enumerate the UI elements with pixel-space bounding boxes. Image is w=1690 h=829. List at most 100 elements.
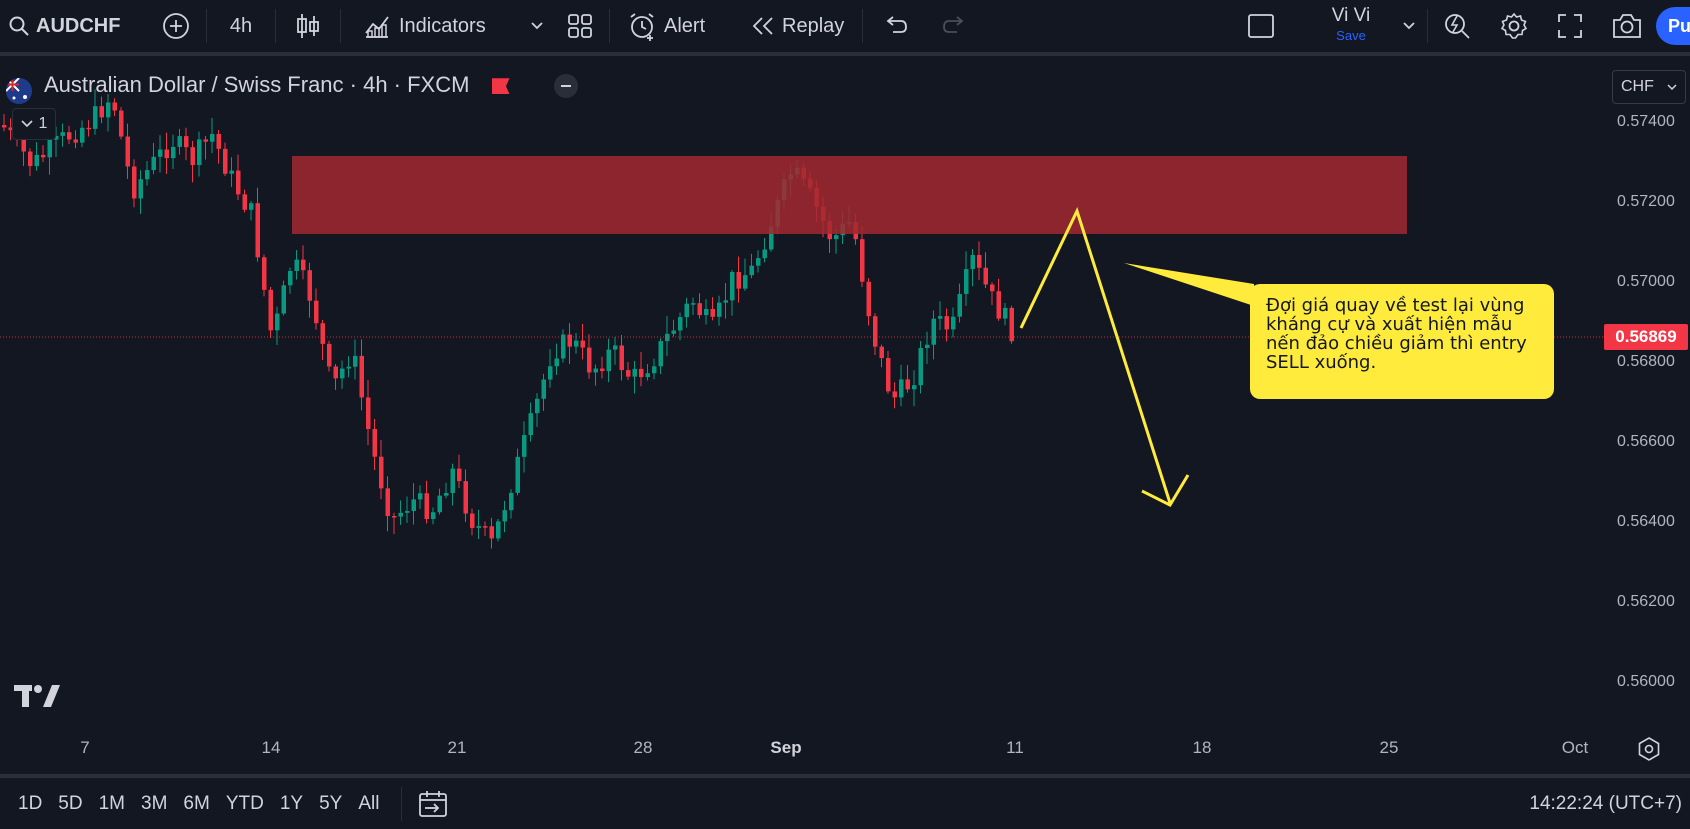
- interval-button[interactable]: 4h: [207, 0, 275, 54]
- compare-button[interactable]: [146, 0, 206, 54]
- time-tick: Oct: [1561, 738, 1589, 757]
- candle-body: [834, 235, 839, 240]
- candle-body: [437, 495, 442, 513]
- divider: [206, 9, 207, 43]
- candle-body: [67, 132, 72, 140]
- clock-label[interactable]: 14:22:24 (UTC+7): [1529, 792, 1682, 814]
- range-1d-button[interactable]: 1D: [18, 792, 43, 814]
- chart-type-button[interactable]: [276, 0, 340, 54]
- indicators-icon: [363, 12, 391, 40]
- candle-body: [288, 270, 293, 286]
- candle-body: [346, 366, 351, 369]
- range-6m-button[interactable]: 6M: [183, 792, 210, 814]
- candle-body: [80, 127, 85, 143]
- tradingview-logo[interactable]: [14, 683, 60, 714]
- candle-body: [236, 170, 241, 195]
- symbol-search-button[interactable]: AUDCHF: [0, 0, 146, 54]
- candle-body: [983, 267, 988, 285]
- add-circle-icon: [161, 11, 191, 41]
- candle-body: [652, 366, 657, 374]
- candle-body: [366, 397, 371, 430]
- candle-body: [210, 133, 215, 142]
- resistance-zone[interactable]: [292, 156, 1407, 234]
- candle-body: [554, 358, 559, 367]
- candle-body: [54, 135, 59, 140]
- range-1y-button[interactable]: 1Y: [279, 792, 304, 814]
- gear-icon: [1499, 11, 1529, 41]
- candle-body: [658, 341, 663, 367]
- candle-body: [977, 254, 982, 268]
- annotation-note[interactable]: Đợi giá quay về test lại vùng kháng cự v…: [1250, 284, 1554, 399]
- candle-body: [21, 134, 26, 152]
- scale-settings-button[interactable]: [1636, 736, 1662, 762]
- snapshot-button[interactable]: [1598, 0, 1656, 54]
- candle-body: [990, 284, 995, 292]
- range-all-button[interactable]: All: [358, 792, 380, 814]
- candle-body: [561, 334, 566, 359]
- layout-button[interactable]: [551, 0, 609, 54]
- market-status-flag-icon[interactable]: [491, 78, 510, 95]
- hide-legend-button[interactable]: [553, 74, 578, 99]
- candle-body: [548, 366, 553, 380]
- candle-body: [918, 347, 923, 386]
- candle-body: [515, 456, 520, 493]
- price-tick: 0.56000: [1617, 673, 1675, 690]
- candle-body: [2, 125, 7, 128]
- candle-body: [925, 344, 930, 348]
- alert-button[interactable]: Alert: [610, 0, 730, 54]
- candle-body: [892, 391, 897, 398]
- candle-body: [535, 398, 540, 414]
- candle-body: [379, 456, 384, 489]
- candle-body: [177, 136, 182, 147]
- quick-search-button[interactable]: [1428, 0, 1486, 54]
- currency-label: CHF: [1621, 78, 1654, 95]
- candle-body: [405, 511, 410, 513]
- indicators-button[interactable]: Indicators: [341, 0, 523, 54]
- candle-body: [639, 368, 644, 378]
- chevron-down-icon: [20, 120, 33, 128]
- fullscreen-button[interactable]: [1542, 0, 1598, 54]
- series-title: Australian Dollar / Swiss Franc · 4h · F…: [44, 72, 470, 97]
- candle-body: [41, 154, 46, 158]
- range-5d-button[interactable]: 5D: [58, 792, 83, 814]
- indicators-menu-button[interactable]: [523, 0, 551, 54]
- range-1m-button[interactable]: 1M: [98, 792, 125, 814]
- series-legend[interactable]: Australian Dollar / Swiss Franc · 4h · F…: [44, 72, 578, 99]
- indicators-collapse-toggle[interactable]: 1: [12, 108, 56, 140]
- candle-body: [242, 194, 247, 210]
- candle-body: [574, 340, 579, 347]
- candle-body: [268, 289, 273, 331]
- candle-body: [457, 468, 462, 482]
- redo-icon: [941, 16, 967, 36]
- projection-path[interactable]: [1019, 206, 1190, 507]
- range-ytd-button[interactable]: YTD: [225, 792, 264, 814]
- candles-icon: [295, 11, 321, 41]
- range-5y-button[interactable]: 5Y: [319, 792, 343, 814]
- goto-date-button[interactable]: [418, 790, 448, 818]
- candle-body: [886, 358, 891, 392]
- candle-body: [944, 316, 949, 330]
- candle-body: [262, 257, 267, 290]
- layout-menu-button[interactable]: [1391, 0, 1427, 54]
- candle-body: [866, 281, 871, 317]
- candle-body: [502, 510, 507, 522]
- layout-select-button[interactable]: [1235, 0, 1287, 54]
- replay-button[interactable]: Replay: [730, 0, 862, 54]
- settings-button[interactable]: [1486, 0, 1542, 54]
- publish-button[interactable]: Pu: [1656, 0, 1690, 54]
- time-tick: 28: [633, 738, 653, 757]
- price-chart[interactable]: [0, 60, 1690, 760]
- candle-body: [353, 355, 358, 367]
- divider: [340, 9, 341, 43]
- candle-body: [697, 303, 702, 316]
- redo-button[interactable]: [929, 0, 979, 54]
- candle-body: [411, 499, 416, 512]
- candle-body: [619, 345, 624, 371]
- user-layout-button[interactable]: Vi Vi Save: [1311, 0, 1391, 54]
- candle-body: [1009, 307, 1014, 342]
- currency-select[interactable]: CHF: [1612, 70, 1686, 104]
- candle-body: [138, 179, 143, 199]
- candle-body: [626, 370, 631, 377]
- undo-button[interactable]: [863, 0, 929, 54]
- range-3m-button[interactable]: 3M: [141, 792, 168, 814]
